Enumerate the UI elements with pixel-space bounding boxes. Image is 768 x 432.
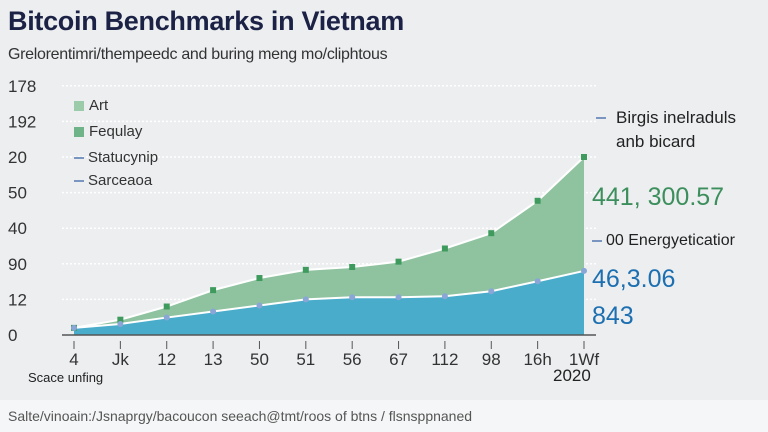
data-point: [71, 324, 77, 331]
x-tick-label: 12: [157, 350, 176, 369]
legend-line-icon: [592, 239, 602, 242]
legend-label: Statucynip: [88, 149, 159, 166]
legend-item: Fequlay: [74, 123, 142, 140]
x-tick-label: 67: [389, 350, 408, 369]
x-tick-label: 13: [204, 350, 223, 369]
data-point: [488, 230, 495, 237]
data-point: [395, 294, 402, 301]
x-axis-year: 2020: [553, 366, 591, 385]
x-tick-label: 56: [343, 350, 362, 369]
legend-label: Art: [89, 97, 109, 114]
data-point: [534, 197, 541, 204]
footer: [0, 400, 768, 432]
x-tick-label: 50: [250, 350, 269, 369]
area-chart: 0 12 90 40 50 20 192 178 4 Jk 12 13 50 51 56 67 112 98 16h…: [8, 77, 600, 369]
y-tick-label: 178: [8, 77, 36, 96]
y-tick-label: 90: [8, 255, 27, 274]
y-tick-label: 0: [8, 326, 17, 345]
data-point: [534, 278, 541, 285]
legend-line-icon: [74, 157, 84, 160]
x-axis-label: Scace unfing: [28, 370, 104, 385]
series-area: [74, 157, 584, 335]
legend-line-icon: [74, 180, 84, 183]
y-tick-label: 12: [8, 290, 27, 309]
legend-item: Statucynip: [74, 149, 158, 166]
x-tick-label: 98: [482, 350, 501, 369]
data-point: [117, 316, 124, 323]
legend-swatch-icon: [74, 101, 84, 112]
data-point: [349, 294, 356, 301]
legend-item: Art: [74, 97, 108, 114]
data-point: [349, 264, 356, 271]
data-point: [302, 296, 309, 303]
y-tick-label: 50: [8, 184, 27, 203]
data-point: [210, 287, 217, 294]
green-value-label: 441, 300.57: [592, 183, 725, 211]
x-tick-label: 112: [431, 350, 458, 369]
y-tick-label: 40: [8, 219, 27, 238]
x-tick-label: 4: [69, 350, 78, 369]
data-point: [581, 267, 587, 274]
chart-subtitle: Grelorentimri/thempeedc and buring meng …: [8, 46, 388, 63]
data-point: [581, 154, 587, 160]
x-tick-label: 1Wf: [569, 350, 600, 369]
data-point: [256, 275, 263, 282]
right-legend-1: Birgis inelraduls anb bicard: [596, 106, 746, 154]
data-point: [210, 308, 217, 315]
right-legend-label: Birgis inelraduls anb bicard: [616, 108, 736, 151]
data-point: [302, 266, 309, 273]
legend-label: Fequlay: [89, 123, 143, 140]
legend-label: Sarceaoa: [88, 172, 153, 189]
blue-value-label-2: 843: [592, 302, 634, 330]
legend-swatch-icon: [74, 127, 84, 138]
right-legend-2: 00 Energyeticatior: [592, 232, 735, 250]
x-tick-label: Jk: [112, 350, 130, 369]
data-point: [441, 293, 448, 300]
data-point: [163, 314, 170, 321]
legend-line-icon: [596, 117, 606, 119]
data-point: [395, 258, 402, 265]
data-point: [117, 320, 124, 327]
x-tick-label: 16h: [523, 350, 551, 369]
data-point: [163, 303, 170, 310]
data-point: [256, 302, 263, 309]
data-point: [441, 245, 448, 252]
x-tick-label: 51: [296, 350, 315, 369]
chart-title: Bitcoin Benchmarks in Vietnam: [8, 6, 404, 36]
right-legend-label: 00 Energyeticatior: [606, 232, 735, 249]
y-tick-label: 20: [8, 148, 27, 167]
blue-value-label-1: 46,3.06: [592, 265, 676, 293]
series-line: [73, 269, 585, 329]
series-area: [74, 270, 584, 335]
legend-item: Sarceaoa: [74, 172, 152, 189]
series-line: [73, 156, 585, 329]
source-note: Salte/vinoain:/Jsnaprgy/bacoucon seeach@…: [8, 408, 473, 424]
data-point: [488, 288, 495, 295]
y-tick-label: 192: [8, 112, 36, 131]
